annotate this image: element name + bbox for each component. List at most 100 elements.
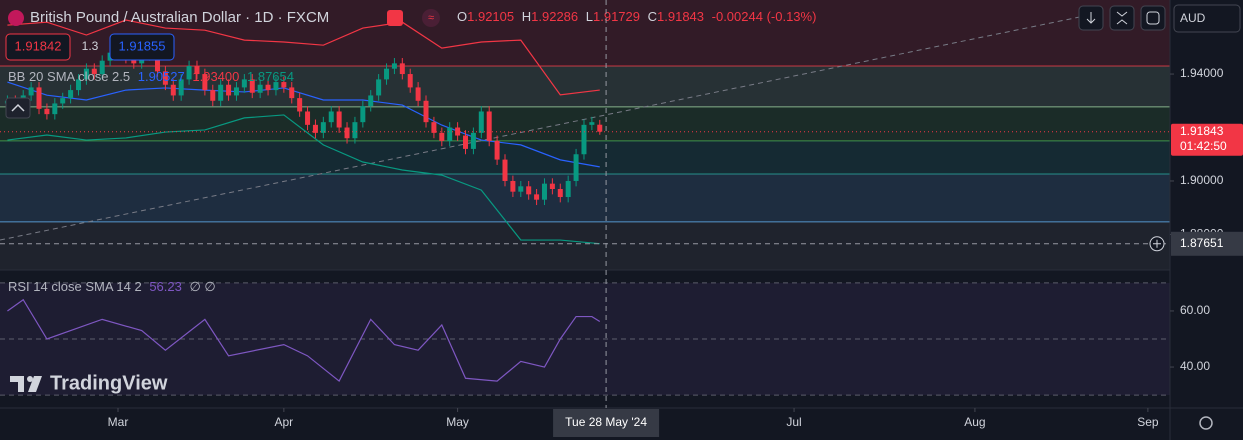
- settings-icon[interactable]: [1199, 416, 1213, 430]
- candle-body: [518, 186, 524, 192]
- level-zone: [0, 174, 1170, 222]
- buy-price: 1.91855: [119, 38, 166, 53]
- ohlc-change: -0.00244 (-0.13%): [712, 9, 817, 24]
- candle-body: [431, 122, 437, 133]
- candle-body: [526, 186, 532, 195]
- candle-body: [407, 74, 413, 88]
- candle-body: [534, 194, 540, 200]
- candle-body: [218, 84, 224, 101]
- y-tick-label: 60.00: [1180, 303, 1210, 317]
- candle-body: [510, 180, 516, 192]
- ohlc-value: 1.92286: [531, 9, 578, 24]
- candle-body: [463, 135, 469, 149]
- candle-body: [289, 87, 295, 99]
- toolbar-icon: [1086, 12, 1096, 24]
- candle-body: [328, 111, 334, 123]
- x-tick-label: Mar: [108, 415, 129, 429]
- indicator-icon[interactable]: [422, 9, 440, 27]
- crosshair-y-label: 1.87651: [1180, 236, 1224, 250]
- candle-body: [305, 111, 311, 125]
- bb-value: 1.93400: [192, 69, 239, 84]
- collapse-icon: [11, 103, 25, 112]
- candle-body: [281, 82, 287, 88]
- candle-body: [210, 90, 216, 101]
- candle-body: [439, 132, 445, 141]
- ohlc-label: H: [522, 9, 531, 24]
- candle-body: [557, 189, 563, 198]
- candle-body: [399, 63, 405, 75]
- candle-body: [423, 100, 429, 123]
- candle-body: [202, 74, 208, 91]
- crosshair-x-box: [553, 409, 660, 437]
- candle-body: [549, 183, 555, 189]
- last-price-label: 1.91843: [1180, 124, 1224, 138]
- buy-button[interactable]: [109, 33, 175, 61]
- candle-body: [233, 87, 239, 96]
- bb-label: BB 20 SMA close 2.5: [8, 69, 130, 84]
- candle-body: [391, 63, 397, 69]
- candle-body: [297, 98, 303, 112]
- trend-line: [0, 14, 1090, 241]
- toolbar-button[interactable]: [1140, 5, 1166, 31]
- candle-body: [486, 111, 492, 141]
- market-status[interactable]: [387, 10, 403, 26]
- candle-body: [170, 84, 176, 96]
- bb-value: 1.87654: [247, 69, 294, 84]
- ohlc-label: O: [457, 9, 467, 24]
- candle-body: [455, 127, 461, 136]
- toolbar-button[interactable]: [1109, 5, 1135, 31]
- candle-body: [249, 79, 255, 93]
- x-tick-label: Aug: [964, 415, 985, 429]
- candle-body: [83, 68, 89, 80]
- candle-body: [312, 124, 318, 133]
- candle-body: [470, 132, 476, 149]
- candle-body: [99, 60, 105, 75]
- spread: 1.3: [82, 39, 99, 53]
- symbol-icon[interactable]: [8, 10, 24, 26]
- logo[interactable]: TradingView: [50, 372, 168, 394]
- ohlc: O1.92105 H1.92286 L1.91729 C1.91843 -0.0…: [457, 9, 816, 24]
- symbol-title[interactable]: British Pound / Australian Dollar · 1D ·…: [30, 9, 329, 26]
- candle-body: [178, 79, 184, 96]
- candle-body: [60, 98, 66, 104]
- x-tick-label: Apr: [275, 415, 294, 429]
- candle-body: [597, 124, 603, 132]
- rsi-value: 56.23: [149, 279, 182, 294]
- candle-body: [257, 84, 263, 93]
- ohlc-value: 1.92105: [467, 9, 514, 24]
- x-tick-label: Jul: [786, 415, 801, 429]
- ohlc-label: L: [586, 9, 593, 24]
- candle-body: [494, 140, 500, 160]
- sell-button[interactable]: [5, 33, 71, 61]
- candle-body: [36, 87, 42, 109]
- bollinger-line: [7, 19, 600, 96]
- candle-body: [52, 103, 58, 115]
- candle-body: [68, 90, 74, 99]
- candle-body: [186, 66, 192, 80]
- y-tick-label: 40.00: [1180, 359, 1210, 373]
- candle-body: [447, 127, 453, 141]
- candle-body: [360, 106, 366, 123]
- candle-body: [226, 84, 232, 96]
- crosshair-x-label: Tue 28 May '24: [565, 415, 647, 429]
- collapse-button[interactable]: [5, 97, 31, 119]
- currency-box[interactable]: [1173, 4, 1241, 33]
- bb-legend: BB 20 SMA close 2.5 1.90527 1.93400 1.87…: [8, 69, 294, 84]
- candle-body: [344, 127, 350, 139]
- x-tick-label: May: [446, 415, 469, 429]
- candle-body: [91, 68, 97, 75]
- y-tick-label: 1.94000: [1180, 66, 1224, 80]
- bollinger-line: [7, 114, 600, 245]
- candle-body: [265, 84, 271, 91]
- rsi-legend: RSI 14 close SMA 14 2 56.23 ∅ ∅: [8, 279, 216, 294]
- candle-body: [368, 95, 374, 107]
- candle-body: [44, 108, 50, 115]
- candle-body: [320, 122, 326, 133]
- candle-body: [589, 122, 595, 125]
- ohlc-value: 1.91729: [593, 9, 640, 24]
- x-tick-label: Sep: [1137, 415, 1159, 429]
- logo-dot: [27, 376, 33, 382]
